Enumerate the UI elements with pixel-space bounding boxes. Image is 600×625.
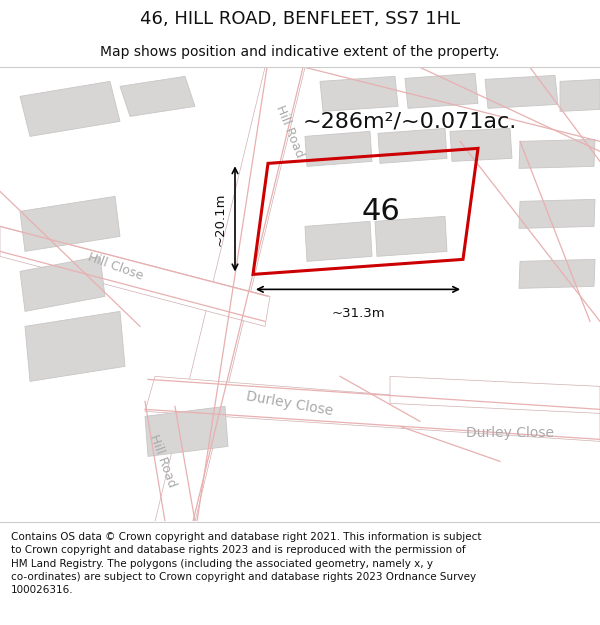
Text: Hill Road: Hill Road	[274, 103, 307, 159]
Polygon shape	[519, 259, 595, 288]
Polygon shape	[20, 256, 105, 311]
Text: 46, HILL ROAD, BENFLEET, SS7 1HL: 46, HILL ROAD, BENFLEET, SS7 1HL	[140, 10, 460, 27]
Text: Contains OS data © Crown copyright and database right 2021. This information is : Contains OS data © Crown copyright and d…	[11, 532, 481, 595]
Polygon shape	[305, 131, 372, 166]
Text: ~20.1m: ~20.1m	[214, 192, 227, 246]
Polygon shape	[390, 376, 600, 413]
Polygon shape	[378, 128, 447, 163]
Text: 46: 46	[361, 197, 400, 226]
Polygon shape	[320, 76, 398, 111]
Polygon shape	[120, 76, 195, 116]
Polygon shape	[305, 221, 372, 261]
Text: Hill Road: Hill Road	[148, 433, 179, 489]
Polygon shape	[405, 73, 478, 108]
Polygon shape	[155, 68, 305, 521]
Polygon shape	[20, 81, 120, 136]
Polygon shape	[145, 376, 600, 441]
Polygon shape	[25, 311, 125, 381]
Text: ~286m²/~0.071ac.: ~286m²/~0.071ac.	[303, 111, 517, 131]
Polygon shape	[375, 216, 447, 256]
Polygon shape	[450, 128, 512, 161]
Polygon shape	[485, 76, 558, 108]
Text: Hill Close: Hill Close	[86, 251, 145, 282]
Text: Map shows position and indicative extent of the property.: Map shows position and indicative extent…	[100, 45, 500, 59]
Text: ~31.3m: ~31.3m	[331, 308, 385, 321]
Polygon shape	[560, 79, 600, 111]
Polygon shape	[145, 406, 228, 456]
Text: Durley Close: Durley Close	[466, 426, 554, 441]
Text: Durley Close: Durley Close	[245, 389, 335, 418]
Polygon shape	[519, 199, 595, 228]
Polygon shape	[20, 196, 120, 251]
Polygon shape	[519, 139, 595, 168]
Polygon shape	[0, 226, 270, 326]
